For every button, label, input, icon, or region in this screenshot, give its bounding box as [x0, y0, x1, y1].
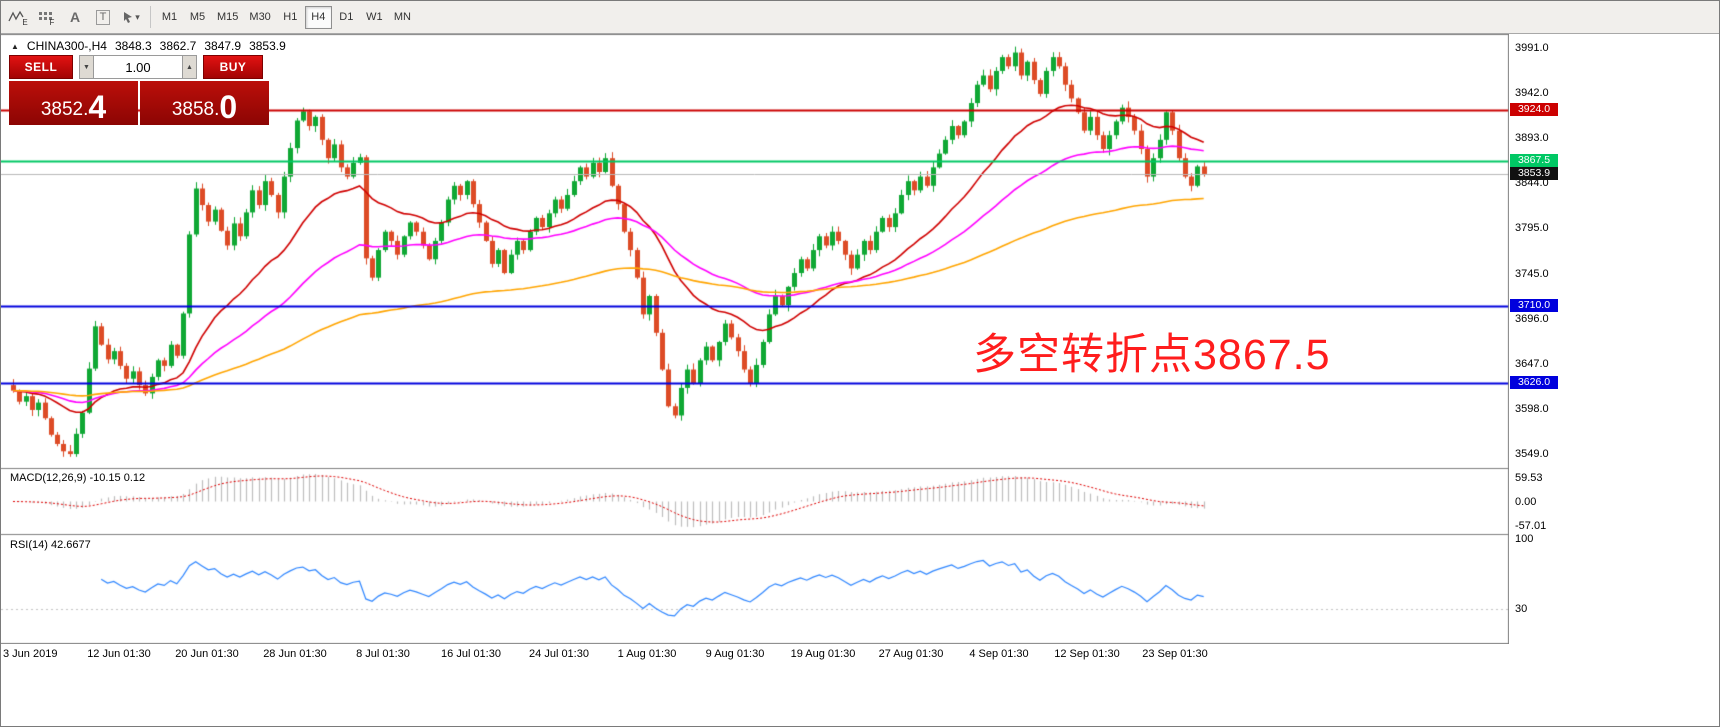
ohlc-header: ▲ CHINA300-,H4 3848.3 3862.7 3847.9 3853…	[11, 39, 286, 53]
symbol-period-label: CHINA300-,H4	[26, 39, 107, 53]
time-axis-label: 16 Jul 01:30	[441, 648, 501, 660]
timeframe-toolbar: M1 M5 M15 M30 H1 H4 D1 W1 MN	[156, 5, 416, 29]
timeframe-h1[interactable]: H1	[277, 6, 304, 29]
price-chart-canvas[interactable]	[1, 34, 1509, 644]
one-click-trade-panel: SELL ▼ ▲ BUY 3852.4 3858.0	[9, 55, 269, 125]
price-level-badge: 3924.0	[1510, 102, 1558, 116]
zigzag-icon	[8, 10, 24, 22]
price-level-badge: 3853.9	[1510, 166, 1558, 180]
ohlc-low-value: 3847.9	[204, 39, 242, 53]
ohlc-high-value: 3862.7	[159, 39, 197, 53]
line-study-icon-letter: E	[22, 17, 28, 27]
price-level-badge: 3867.5	[1510, 154, 1558, 168]
price-axis-label: 3549.0	[1515, 448, 1549, 461]
time-axis-label: 12 Jun 01:30	[87, 648, 151, 660]
sell-button[interactable]: SELL	[9, 55, 73, 79]
trade-controls-row: SELL ▼ ▲ BUY	[9, 55, 269, 79]
timeframe-h4[interactable]: H4	[304, 5, 332, 29]
sell-price-main: 3852.	[40, 99, 89, 120]
price-axis-label: 3991.0	[1515, 41, 1549, 54]
ohlc-open-value: 3848.3	[114, 39, 152, 53]
timeframe-m1[interactable]: M1	[156, 6, 183, 29]
letter-a-icon: A	[69, 9, 81, 25]
top-toolbar: E F A T ▾ M1 M5 M15 M30 H1 H4 D1 W1 MN	[1, 1, 1719, 34]
time-axis-label: 12 Sep 01:30	[1054, 648, 1120, 660]
volume-decrease-button[interactable]: ▼	[79, 55, 94, 79]
buy-price-big-digit: 0	[219, 88, 238, 125]
sell-price-display[interactable]: 3852. 4	[9, 81, 138, 125]
rsi-axis-label: 30	[1515, 603, 1528, 615]
chart-annotation-text[interactable]: 多空转折点3867.5	[973, 331, 1331, 379]
time-axis-label: 24 Jul 01:30	[529, 648, 589, 660]
macd-label: MACD(12,26,9) -10.15 0.12	[10, 472, 146, 484]
grid-objects-icon-letter: F	[49, 17, 55, 27]
cursor-arrow-icon	[124, 11, 133, 23]
chart-area: ▲ CHINA300-,H4 3848.3 3862.7 3847.9 3853…	[1, 34, 1719, 726]
price-axis-label: 3745.0	[1515, 267, 1549, 280]
text-label-icon[interactable]: A	[61, 4, 89, 30]
price-axis-label: 3795.0	[1515, 222, 1549, 235]
time-axis-label: 27 Aug 01:30	[878, 648, 944, 660]
buy-price-main: 3858.	[171, 99, 220, 120]
time-axis-label: 4 Sep 01:30	[969, 648, 1029, 660]
timeframe-m30[interactable]: M30	[244, 6, 275, 29]
timeframe-mn[interactable]: MN	[389, 6, 416, 29]
volume-input[interactable]	[94, 55, 182, 79]
cursor-style-dropdown-icon[interactable]: ▾	[117, 4, 145, 30]
price-axis-label: 3893.0	[1515, 131, 1549, 144]
volume-increase-button[interactable]: ▲	[182, 55, 197, 79]
macd-axis-label: 59.53	[1515, 472, 1543, 484]
collapse-arrow-icon[interactable]: ▲	[11, 41, 19, 51]
price-level-badge: 3710.0	[1510, 299, 1558, 313]
time-axis-label: 28 Jun 01:30	[263, 648, 327, 660]
line-study-icon[interactable]: E	[5, 4, 33, 30]
timeframe-w1[interactable]: W1	[361, 6, 388, 29]
time-axis-label: 1 Aug 01:30	[617, 648, 677, 660]
macd-axis-label: -57.01	[1515, 520, 1547, 532]
rsi-label: RSI(14) 42.6677	[10, 539, 91, 551]
sell-price-big-digit: 4	[88, 88, 107, 125]
trade-prices-row: 3852. 4 3858. 0	[9, 81, 269, 125]
time-axis-label: 3 Jun 2019	[3, 648, 58, 660]
price-axis-label: 3598.0	[1515, 403, 1549, 416]
time-axis-label: 19 Aug 01:30	[790, 648, 856, 660]
macd-axis-label: 0.00	[1515, 495, 1537, 508]
time-axis-label: 9 Aug 01:30	[705, 648, 765, 660]
grid-icon	[38, 12, 52, 20]
dropdown-caret-icon: ▾	[135, 11, 140, 22]
rsi-axis-label: 100	[1515, 533, 1534, 545]
price-axis-label: 3647.0	[1515, 358, 1549, 370]
ohlc-close-value: 3853.9	[249, 39, 286, 53]
time-axis-label: 23 Sep 01:30	[1142, 648, 1208, 660]
time-axis-label: 20 Jun 01:30	[175, 648, 239, 660]
toolbar-separator	[150, 6, 151, 28]
buy-price-display[interactable]: 3858. 0	[140, 81, 269, 125]
price-level-badge: 3626.0	[1510, 376, 1558, 390]
price-axis-label: 3844.0	[1515, 177, 1549, 189]
price-axis-label: 3942.0	[1515, 86, 1549, 99]
price-axis-label: 3696.0	[1515, 312, 1549, 325]
volume-stepper: ▼ ▲	[79, 55, 197, 79]
timeframe-m5[interactable]: M5	[184, 6, 211, 29]
buy-button[interactable]: BUY	[203, 55, 263, 79]
grid-objects-icon[interactable]: F	[33, 4, 61, 30]
timeframe-d1[interactable]: D1	[333, 6, 360, 29]
boxed-t-icon: T	[95, 9, 111, 25]
text-frame-icon[interactable]: T	[89, 4, 117, 30]
timeframe-m15[interactable]: M15	[212, 6, 243, 29]
time-axis-label: 8 Jul 01:30	[356, 648, 410, 660]
